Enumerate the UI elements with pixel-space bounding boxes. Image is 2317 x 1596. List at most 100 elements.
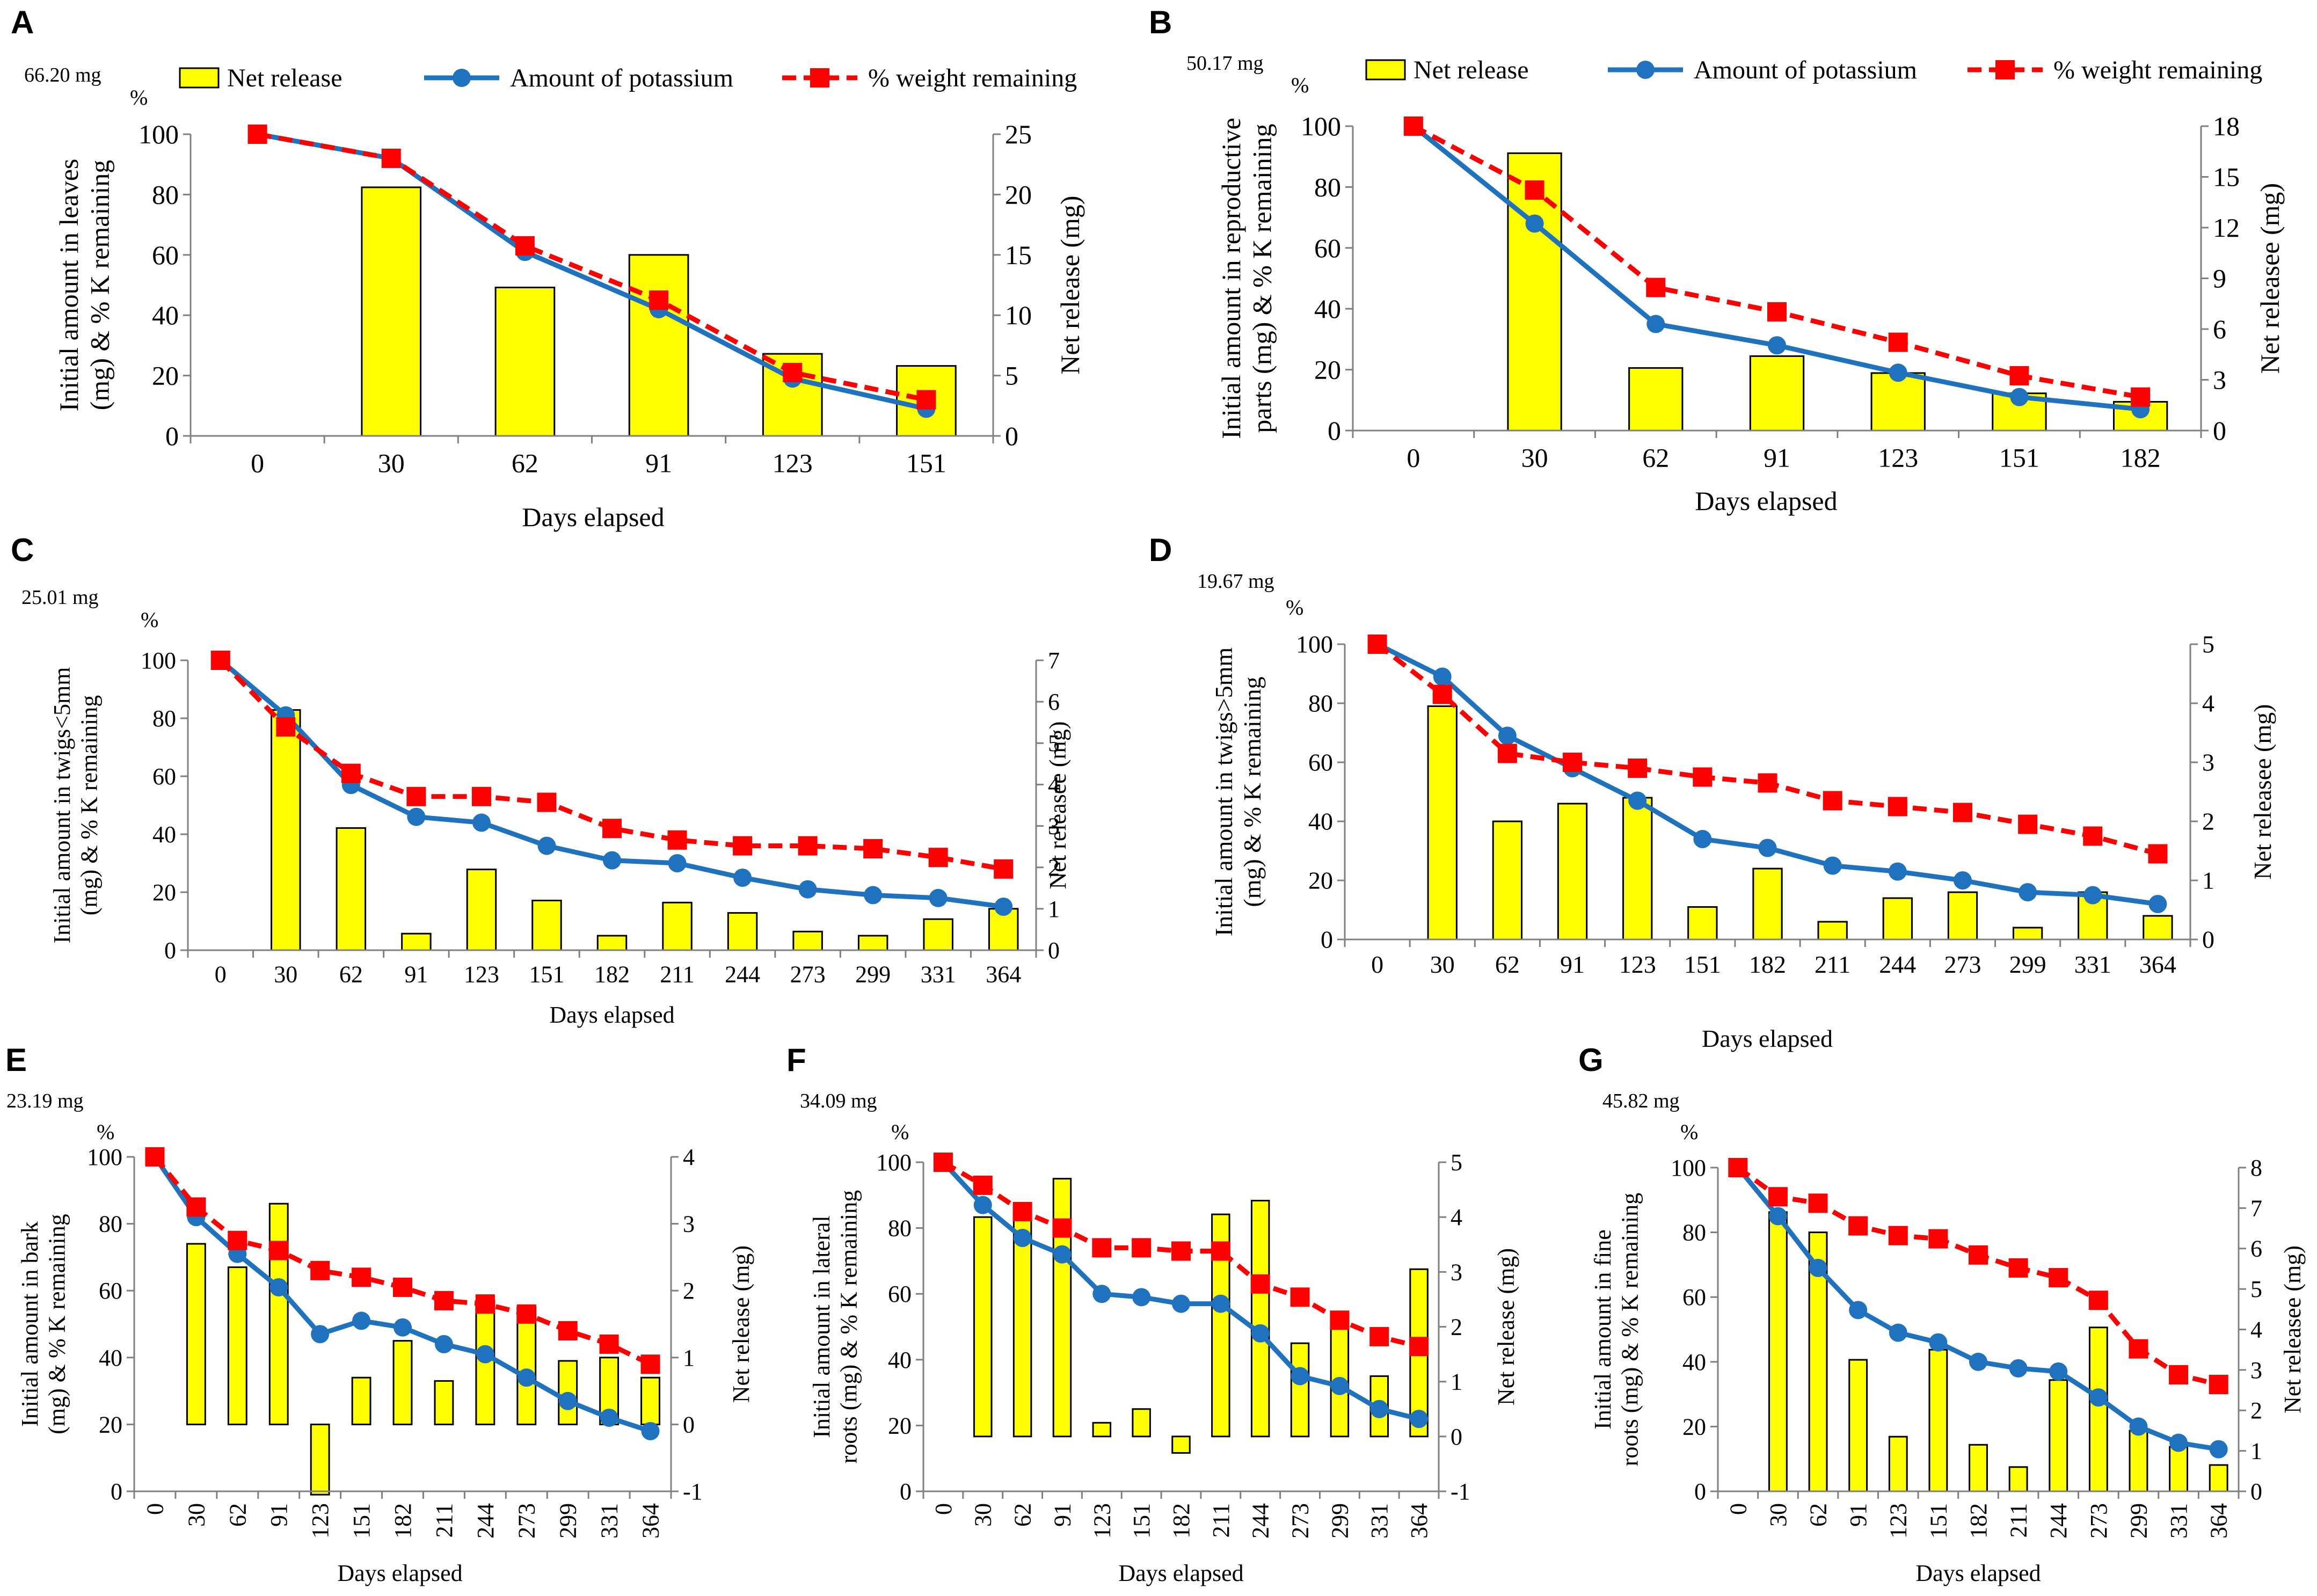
y-axis-title: Initial amount in lateralroots (mg) & % … xyxy=(808,1190,862,1464)
potassium-point xyxy=(2169,1433,2188,1452)
weight-remaining-point xyxy=(1952,803,1972,822)
potassium-point xyxy=(2209,1440,2228,1459)
x-tick-label: 299 xyxy=(2125,1503,2152,1539)
weight-remaining-point xyxy=(558,1321,578,1340)
left-axis-tick-label: 100 xyxy=(139,119,179,149)
right-axis-tick-label: 25 xyxy=(1005,119,1032,149)
percent-label: % xyxy=(891,1120,909,1144)
panel-letter: A xyxy=(11,4,34,40)
potassium-point xyxy=(1251,1324,1270,1343)
left-axis-tick-label: 60 xyxy=(99,1278,122,1304)
y-axis-title: Initial amount in leaves(mg) & % K remai… xyxy=(54,159,115,412)
x-tick-label: 244 xyxy=(472,1503,499,1539)
weight-remaining-point xyxy=(602,819,622,839)
potassium-point xyxy=(476,1345,494,1364)
left-axis-tick-label: 60 xyxy=(152,240,179,270)
percent-label: % xyxy=(1291,73,1309,97)
x-tick-label: 123 xyxy=(1089,1503,1115,1539)
left-axis-tick-label: 20 xyxy=(152,879,176,906)
net-release-bar xyxy=(1012,1211,1032,1438)
left-axis-tick-label: 80 xyxy=(99,1211,122,1237)
x-axis-title: Days elapsed xyxy=(522,502,664,532)
x-tick-label: 62 xyxy=(1642,443,1669,473)
weight-remaining-point xyxy=(928,848,948,868)
potassium-point xyxy=(1053,1245,1072,1264)
potassium-point xyxy=(1889,1323,1907,1342)
legend-label: % weight remaining xyxy=(2053,56,2262,84)
right-axis-tick-label: 3 xyxy=(1048,813,1060,840)
x-tick-label: 91 xyxy=(404,961,428,987)
potassium-point xyxy=(1370,1400,1389,1418)
potassium-point xyxy=(269,1278,288,1296)
net-release-bar xyxy=(727,912,758,951)
x-tick-label: 331 xyxy=(2166,1503,2192,1539)
potassium-point xyxy=(1433,667,1452,686)
weight-remaining-point xyxy=(2169,1365,2189,1384)
x-tick-label: 0 xyxy=(930,1503,957,1515)
left-axis-tick-label: 0 xyxy=(1694,1478,1706,1505)
potassium-point xyxy=(973,1196,992,1214)
net-release-bar xyxy=(1882,897,1913,941)
weight-remaining-point xyxy=(2129,1339,2148,1359)
potassium-point xyxy=(2019,883,2037,901)
panel-letter: E xyxy=(5,1042,27,1078)
potassium-point xyxy=(407,807,426,826)
panel-letter: F xyxy=(786,1042,806,1078)
potassium-point xyxy=(1953,871,1972,890)
left-axis-tick-label: 20 xyxy=(1308,867,1333,894)
potassium-point xyxy=(1628,791,1647,810)
y-axis-title-line: Initial amount in reproductive xyxy=(1216,118,1246,439)
weight-remaining-point xyxy=(1693,767,1713,787)
net-release-bar xyxy=(392,1340,413,1425)
x-tick-label: 364 xyxy=(1406,1503,1432,1539)
right-axis-tick-label: 4 xyxy=(2202,690,2214,717)
weight-remaining-point xyxy=(1367,635,1387,654)
weight-remaining-point xyxy=(2088,1291,2108,1310)
right-axis-tick-label: 15 xyxy=(1005,240,1032,270)
net-release-bar xyxy=(2049,1379,2068,1492)
weight-remaining-point xyxy=(994,859,1014,879)
potassium-point xyxy=(603,851,621,870)
x-tick-label: 0 xyxy=(1725,1503,1751,1515)
percent-label: % xyxy=(1680,1120,1698,1144)
potassium-point xyxy=(1768,336,1786,355)
weight-remaining-point xyxy=(1290,1287,1310,1307)
net-release-bar xyxy=(1870,372,1926,432)
weight-remaining-point xyxy=(1768,1187,1788,1207)
potassium-point xyxy=(394,1318,412,1337)
left-axis-tick-label: 100 xyxy=(1301,111,1341,141)
left-axis-tick-label: 80 xyxy=(152,179,179,209)
y2-axis-title: Net releasee (mg) xyxy=(1045,722,1071,890)
net-release-bar xyxy=(662,901,693,951)
potassium-point xyxy=(668,854,687,872)
x-tick-label: 30 xyxy=(970,1503,996,1527)
right-axis-tick-label: 6 xyxy=(1048,689,1060,715)
weight-remaining-point xyxy=(537,792,557,812)
weight-remaining-point xyxy=(1497,744,1517,763)
x-tick-label: 62 xyxy=(1495,951,1520,978)
x-tick-label: 123 xyxy=(1878,443,1918,473)
right-axis-tick-label: -1 xyxy=(683,1478,703,1505)
net-release-bar xyxy=(2008,1466,2028,1492)
weight-remaining-point xyxy=(310,1260,330,1280)
potassium-point xyxy=(1132,1288,1151,1307)
x-tick-label: 331 xyxy=(1366,1503,1393,1539)
y2-axis-title: Net releasee (mg) xyxy=(2279,1245,2306,1413)
weight-remaining-point xyxy=(2018,814,2038,834)
net-release-bar xyxy=(2088,1327,2108,1492)
x-tick-label: 299 xyxy=(555,1503,581,1539)
left-axis-tick-label: 60 xyxy=(1314,233,1341,263)
weight-remaining-point xyxy=(1525,180,1544,200)
left-axis-tick-label: 40 xyxy=(152,821,176,848)
y-axis-title-line: (mg) & % K remaining xyxy=(85,160,115,411)
potassium-point xyxy=(2010,388,2029,406)
x-tick-label: 182 xyxy=(2121,443,2161,473)
weight-remaining-point xyxy=(1823,791,1842,811)
left-axis-tick-label: 80 xyxy=(1682,1220,1706,1246)
right-axis-tick-label: 6 xyxy=(2213,314,2226,344)
potassium-point xyxy=(1889,363,1907,382)
potassium-point xyxy=(1758,839,1777,857)
potassium-point xyxy=(2089,1388,2108,1407)
right-axis-tick-label: 2 xyxy=(683,1278,695,1304)
